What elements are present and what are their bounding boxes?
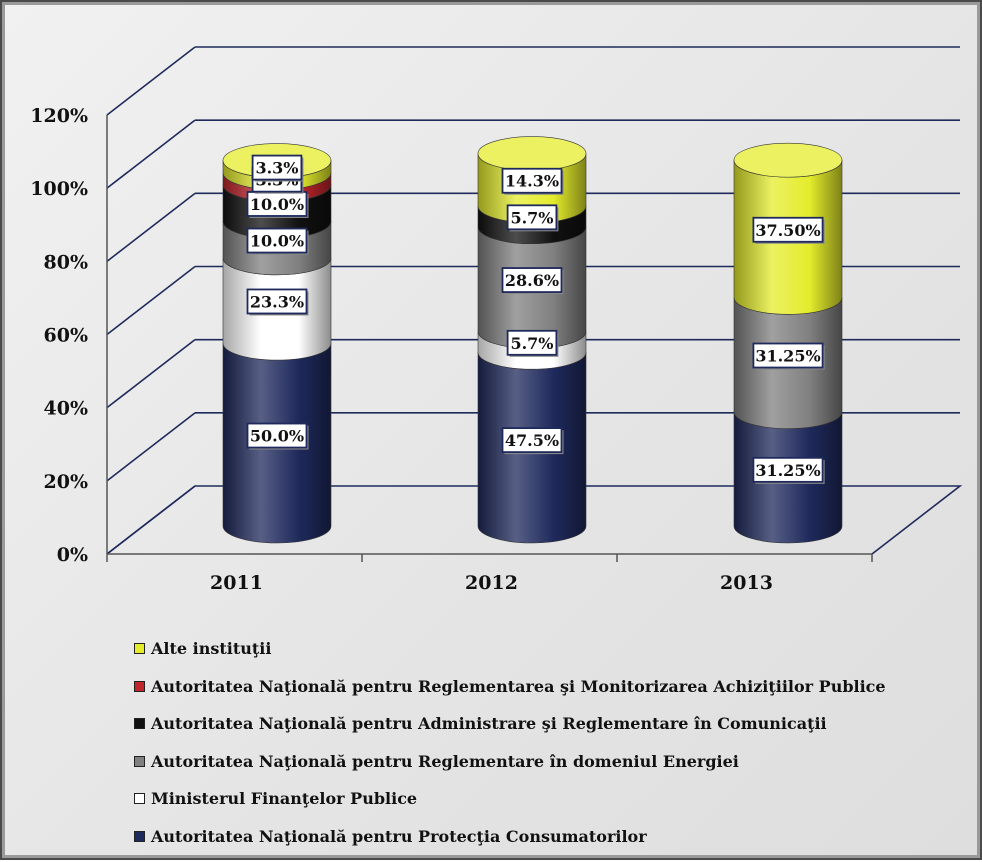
- legend-label: Autoritatea Naţională pentru Reglementar…: [151, 751, 739, 771]
- chart-legend: Alte instituţii Autoritatea Naţională pen…: [134, 630, 964, 855]
- y-tick-label: 120%: [30, 105, 88, 127]
- data-label-text: 37.50%: [755, 221, 820, 240]
- legend-swatch: [134, 718, 145, 730]
- data-label-text: 5.7%: [510, 334, 553, 353]
- gridline-depth: [106, 412, 196, 482]
- bar-top: [477, 136, 587, 171]
- data-label: 37.50%: [752, 216, 825, 244]
- gridline-depth: [106, 119, 196, 189]
- data-label-text: 3.3%: [255, 159, 298, 178]
- data-label: 31.25%: [752, 456, 825, 484]
- legend-label: Autoritatea Naţională pentru Administrar…: [151, 714, 827, 734]
- data-label-text: 10.0%: [250, 195, 304, 214]
- legend-item: Autoritatea Naţională pentru Administrar…: [134, 705, 964, 743]
- y-tick-label: 80%: [44, 251, 89, 273]
- x-tick-label: 2013: [720, 572, 773, 594]
- legend-swatch: [134, 830, 145, 842]
- data-label: 10.0%: [246, 191, 309, 218]
- x-tick-label: 2011: [210, 572, 263, 594]
- gridline-depth: [106, 192, 196, 262]
- legend-item: Autoritatea Naţională pentru Reglementar…: [134, 668, 964, 706]
- legend-item: Autoritatea Naţională pentru Reglementar…: [134, 743, 964, 781]
- y-tick-label: 20%: [44, 471, 89, 493]
- data-label: 23.3%: [246, 288, 309, 316]
- legend-swatch: [134, 793, 145, 805]
- legend-label: Alte instituţii: [151, 639, 272, 659]
- data-label: 31.25%: [752, 342, 825, 370]
- gridline-depth: [106, 46, 196, 116]
- data-label: 14.3%: [501, 167, 564, 195]
- x-tick-label: 2012: [465, 572, 518, 594]
- legend-item: Alte instituţii: [134, 630, 964, 668]
- data-label-text: 14.3%: [505, 172, 559, 191]
- data-label-text: 23.3%: [250, 292, 304, 311]
- gridline-depth: [106, 339, 196, 409]
- y-tick-label: 40%: [44, 398, 89, 420]
- data-label: 10.0%: [246, 227, 309, 255]
- legend-swatch: [134, 755, 145, 767]
- data-label: 50.0%: [246, 422, 309, 450]
- data-label-text: 31.25%: [755, 461, 820, 480]
- data-label-text: 10.0%: [250, 232, 304, 251]
- legend-label: Autoritatea Naţională pentru Protecţia C…: [151, 826, 647, 846]
- data-label-text: 28.6%: [505, 271, 559, 290]
- legend-item: Ministerul Finanţelor Publice: [134, 780, 964, 818]
- y-tick-label: 100%: [30, 178, 88, 200]
- data-label: 47.5%: [501, 427, 564, 455]
- data-label-text: 5.7%: [510, 208, 553, 227]
- data-label-text: 50.0%: [250, 427, 304, 446]
- y-tick-label: 60%: [44, 325, 89, 347]
- data-label: 3.3%: [251, 154, 304, 182]
- legend-item: Autoritatea Naţională pentru Protecţia C…: [134, 818, 964, 856]
- legend-swatch: [134, 680, 145, 692]
- legend-label: Autoritatea Naţională pentru Reglementar…: [151, 676, 886, 696]
- data-label: 5.7%: [506, 329, 559, 357]
- data-label-text: 31.25%: [755, 347, 820, 366]
- data-labels: 50.0%23.3%10.0%10.0%3.3%3.3%47.5%5.7%28.…: [246, 154, 825, 484]
- data-label: 5.7%: [506, 204, 559, 232]
- data-label-text: 47.5%: [505, 431, 559, 450]
- bar-top: [733, 142, 843, 178]
- legend-label: Ministerul Finanţelor Publice: [151, 789, 418, 809]
- legend-swatch: [134, 643, 145, 655]
- gridline-depth: [106, 265, 196, 336]
- y-tick-label: 0%: [57, 544, 88, 566]
- data-label: 28.6%: [501, 267, 564, 295]
